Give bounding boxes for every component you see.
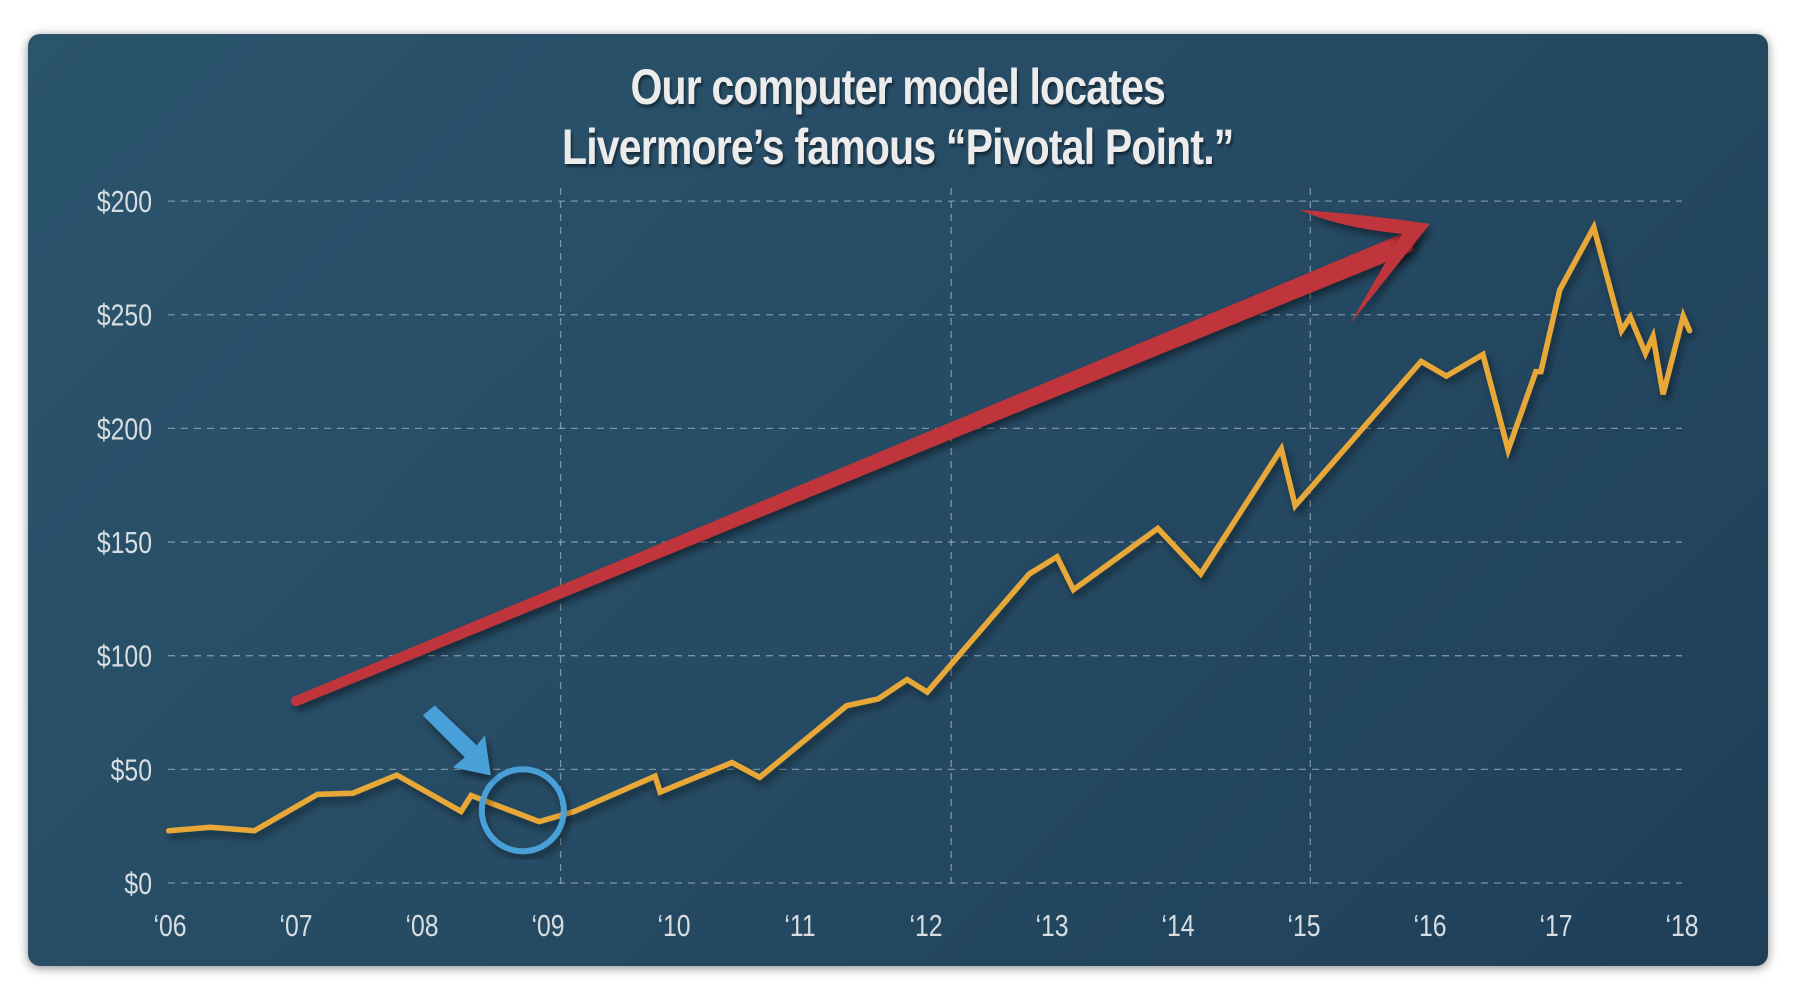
x-tick-label: ‘11 xyxy=(784,908,815,942)
x-tick-label: ‘07 xyxy=(279,908,312,942)
chart-title-line-1: Our computer model locates xyxy=(630,59,1166,115)
y-tick-label: $150 xyxy=(97,525,152,559)
x-tick-label: ‘12 xyxy=(909,908,942,942)
y-tick-label: $100 xyxy=(97,639,152,673)
x-tick-label: ‘08 xyxy=(405,908,438,942)
chart-title-line-2: Livermore’s famous “Pivotal Point.” xyxy=(561,119,1234,175)
trend-arrow-head xyxy=(1300,209,1430,324)
x-tick-label: ‘16 xyxy=(1413,908,1446,942)
chart-card xyxy=(28,34,1768,966)
x-tick-label: ‘17 xyxy=(1539,908,1572,942)
y-tick-label: $50 xyxy=(111,753,152,787)
pivot-point-circle xyxy=(478,766,567,855)
x-tick-label: ‘13 xyxy=(1035,908,1068,942)
x-tick-label: ‘18 xyxy=(1665,908,1698,942)
x-tick-label: ‘06 xyxy=(153,908,186,942)
y-tick-label: $200 xyxy=(97,412,152,446)
y-tick-label: $200 xyxy=(97,184,152,218)
y-tick-label: $250 xyxy=(97,298,152,332)
trend-arrow-shaft xyxy=(291,230,1415,707)
price-series-line xyxy=(165,219,1693,834)
y-tick-label: $0 xyxy=(124,866,152,900)
x-tick-label: ‘14 xyxy=(1161,908,1194,942)
x-tick-label: ‘09 xyxy=(531,908,564,942)
x-tick-label: ‘15 xyxy=(1287,908,1320,942)
x-tick-label: ‘10 xyxy=(657,908,690,942)
pivot-pointer-arrow xyxy=(422,705,491,776)
